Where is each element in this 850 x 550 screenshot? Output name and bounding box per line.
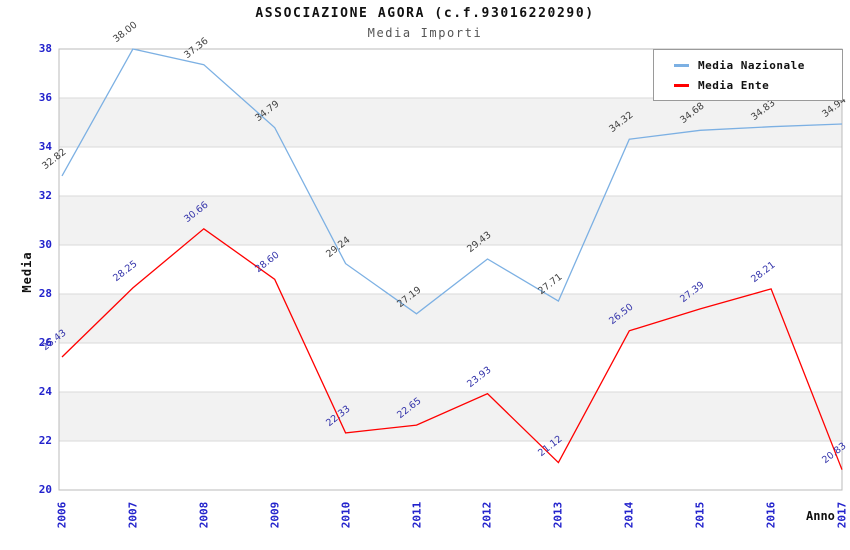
- y-tick-label: 26: [38, 336, 52, 349]
- legend-item-media-nazionale: Media Nazionale: [674, 59, 842, 72]
- y-tick-label: 28: [38, 287, 52, 300]
- x-axis-title: Anno: [806, 509, 835, 523]
- y-tick-label: 24: [38, 385, 52, 398]
- grid-band: [59, 392, 842, 441]
- series-line-media-nazionale: [61, 48, 843, 315]
- legend-item-media-ente: Media Ente: [674, 79, 842, 92]
- legend-swatch-blue-line-icon: [674, 63, 689, 67]
- x-tick-label: 2008: [197, 501, 211, 529]
- x-tick-label: 2011: [410, 501, 424, 529]
- series-line-media-ente: [61, 227, 843, 470]
- y-tick-label: 32: [38, 189, 52, 202]
- x-tick-label: 2007: [126, 501, 140, 529]
- y-tick-label: 38: [38, 42, 52, 55]
- x-tick-label: 2015: [693, 501, 707, 529]
- grid-band: [59, 98, 842, 147]
- y-tick-label: 20: [38, 483, 52, 496]
- grid-band: [59, 294, 842, 343]
- x-tick-label: 2009: [268, 501, 282, 529]
- x-tick-label: 2013: [551, 501, 565, 529]
- y-tick-label: 22: [38, 434, 52, 447]
- x-tick-label: 2014: [622, 501, 636, 529]
- x-tick-label: 2017: [835, 501, 849, 529]
- y-tick-label: 36: [38, 91, 52, 104]
- legend-label: Media Ente: [698, 78, 770, 92]
- y-tick-label: 30: [38, 238, 52, 251]
- legend-box: Media Nazionale Media Ente: [653, 49, 843, 101]
- grid-band: [59, 196, 842, 245]
- chart-title: ASSOCIAZIONE AGORA (c.f.93016220290): [255, 6, 595, 21]
- legend-swatch-red-line-icon: [674, 83, 689, 87]
- chart-subtitle: Media Importi: [367, 26, 483, 40]
- x-tick-label: 2016: [764, 501, 778, 529]
- x-tick-label: 2012: [480, 501, 494, 529]
- x-tick-label: 2010: [339, 501, 353, 529]
- y-tick-label: 34: [38, 140, 52, 153]
- legend-label: Media Nazionale: [698, 58, 805, 72]
- x-tick-label: 2006: [55, 501, 69, 529]
- plot-border: [58, 48, 843, 491]
